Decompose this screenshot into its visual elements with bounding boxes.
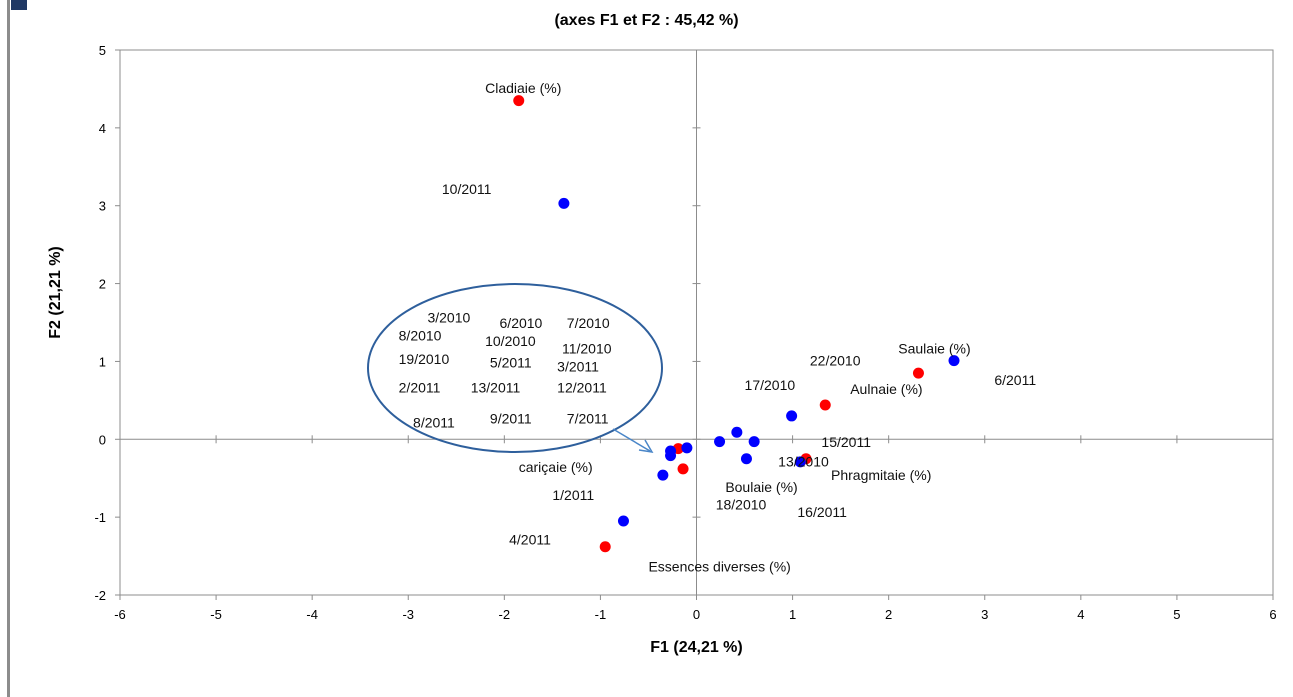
x-axis-title: F1 (24,21 %)	[650, 639, 742, 656]
x-tick-label: 5	[1173, 607, 1180, 622]
y-tick-label: -1	[94, 510, 106, 525]
x-tick-label: 1	[789, 607, 796, 622]
x-tick-label: 0	[693, 607, 700, 622]
cluster-ellipse	[367, 283, 663, 453]
x-tick-label: 2	[885, 607, 892, 622]
point-label: 9/2011	[490, 411, 532, 427]
observation-point	[948, 355, 960, 367]
observation-point	[657, 469, 669, 481]
x-tick-label: -6	[114, 607, 126, 622]
point-label: 16/2011	[797, 504, 847, 520]
top-left-mark	[11, 0, 27, 10]
point-label: 10/2011	[442, 181, 492, 197]
variable-point	[819, 399, 831, 411]
variable-point	[513, 95, 525, 107]
point-label: 6/2010	[500, 315, 543, 331]
point-label: 1/2011	[552, 487, 594, 503]
observation-point	[731, 426, 743, 438]
point-label: 13/2010	[778, 454, 829, 470]
y-tick-label: 3	[99, 199, 106, 214]
point-label: 18/2010	[716, 496, 767, 512]
point-label: Saulaie (%)	[898, 341, 970, 357]
observation-point	[794, 456, 806, 468]
chart-title: (axes F1 et F2 : 45,42 %)	[554, 12, 739, 29]
x-tick-label: 4	[1077, 607, 1084, 622]
x-tick-label: -5	[210, 607, 222, 622]
callout-arrow-line	[612, 428, 651, 452]
point-label: 15/2011	[821, 434, 871, 450]
ellipse-group	[367, 283, 663, 453]
point-label: 8/2011	[413, 415, 455, 431]
point-label: Cladiaie (%)	[485, 80, 561, 96]
x-tick-label: 3	[981, 607, 988, 622]
x-tick-label: -1	[595, 607, 607, 622]
axes-group: -6 -5 -4 -3 -2 -1 0 1 2 3 4 5 6 -2 -1 0 1 2 3 4 5 F1 (24,21 %…	[47, 43, 1277, 656]
point-label: 3/2011	[557, 359, 599, 375]
point-label: 17/2010	[745, 377, 796, 393]
point-label: 22/2010	[810, 352, 861, 368]
point-label: 11/2010	[562, 341, 612, 357]
y-tick-label: 4	[99, 121, 106, 136]
variable-point	[912, 367, 924, 379]
x-tick-label: -4	[306, 607, 318, 622]
observation-point	[714, 436, 726, 448]
y-axis-title: F2 (21,21 %)	[47, 246, 64, 338]
point-label: 12/2011	[557, 380, 607, 396]
observation-point	[786, 410, 798, 422]
callout-arrowhead	[638, 439, 654, 453]
observation-point	[665, 450, 677, 462]
point-label: Boulaie (%)	[725, 479, 797, 495]
point-label: Aulnaie (%)	[850, 381, 922, 397]
point-label: 8/2010	[399, 327, 442, 343]
observation-point	[558, 197, 570, 209]
y-tick-label: 0	[99, 432, 106, 447]
x-tick-label: -3	[402, 607, 414, 622]
observation-point	[617, 515, 629, 527]
point-label: 5/2011	[490, 355, 532, 371]
point-label: cariçaie (%)	[519, 459, 593, 475]
point-label: 4/2011	[509, 531, 551, 547]
point-label: Essences diverses (%)	[648, 559, 790, 575]
point-label: 10/2010	[485, 333, 536, 349]
point-label: 2/2011	[399, 380, 441, 396]
observation-point	[748, 436, 760, 448]
variable-point	[677, 463, 689, 475]
point-label: 6/2011	[994, 372, 1036, 388]
labels-group: Cladiaie (%) 10/2011 Saulaie (%) 22/2010 6/2…	[399, 80, 1037, 575]
observation-point	[740, 453, 752, 465]
observation-point	[681, 442, 693, 454]
point-label: 3/2010	[427, 310, 470, 326]
point-label: Phragmitaie (%)	[831, 467, 931, 483]
y-tick-label: -2	[94, 588, 106, 603]
variable-point	[599, 541, 611, 553]
y-tick-label: 1	[99, 354, 106, 369]
x-tick-label: 6	[1269, 607, 1276, 622]
point-label: 7/2010	[567, 315, 610, 331]
left-frame-line	[7, 0, 10, 697]
point-label: 13/2011	[471, 380, 521, 396]
y-tick-label: 2	[99, 277, 106, 292]
point-label: 7/2011	[567, 411, 609, 427]
y-tick-label: 5	[99, 43, 106, 58]
points-group	[513, 95, 960, 553]
point-label: 19/2010	[399, 351, 450, 367]
x-tick-label: -2	[499, 607, 511, 622]
